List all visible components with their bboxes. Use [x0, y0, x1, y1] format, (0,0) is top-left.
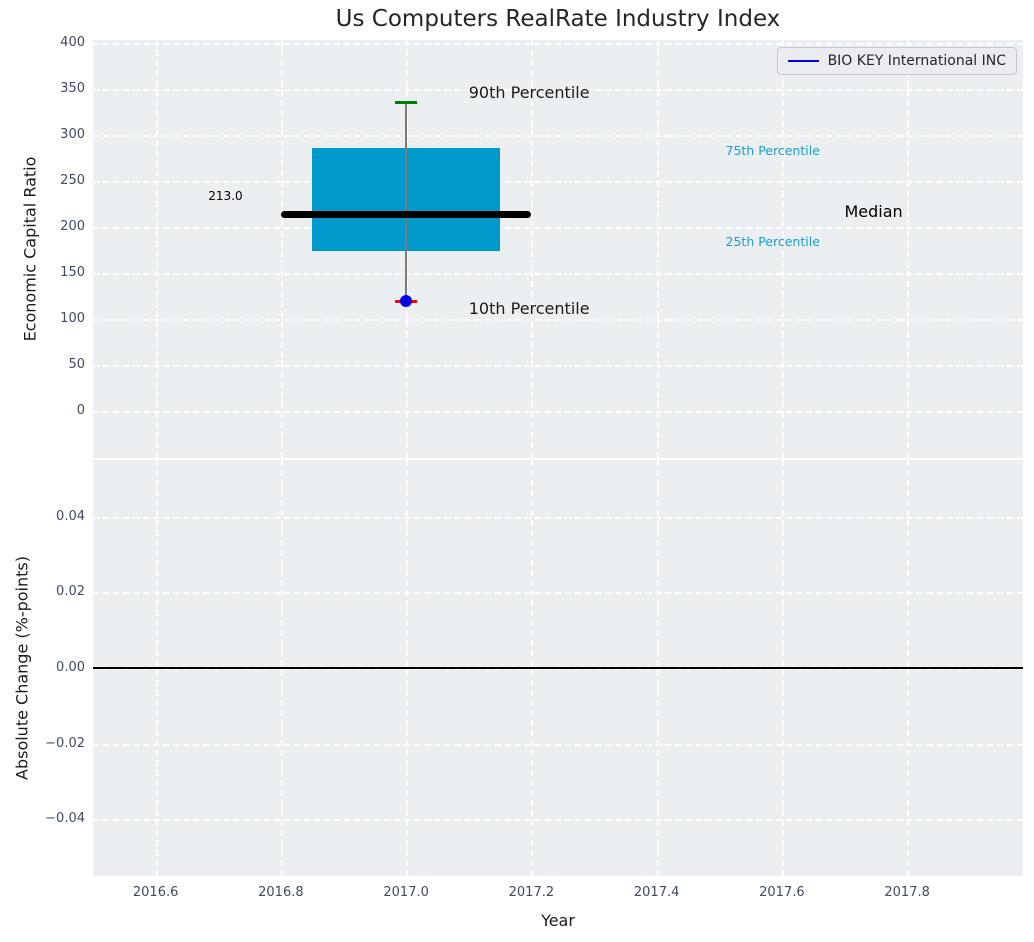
y-gridline	[93, 516, 1023, 519]
bottom-y-axis-label: Absolute Change (%-points)	[12, 556, 32, 780]
top-y-axis-label: Economic Capital Ratio	[20, 156, 40, 342]
x-axis-label: Year	[541, 911, 575, 930]
legend-line-swatch-icon	[787, 60, 819, 62]
y-gridline	[93, 88, 1023, 91]
x-gridline	[656, 40, 659, 458]
y-tick-label: 50	[68, 357, 85, 372]
y-gridline	[93, 819, 1023, 822]
y-tick-label: 350	[60, 80, 85, 96]
x-tick-label: 2017.6	[759, 885, 805, 900]
x-tick-label: 2017.0	[383, 885, 429, 900]
annotation-213-0: 213.0	[208, 188, 243, 203]
company-marker-dot	[400, 295, 413, 308]
y-gridline	[93, 272, 1023, 275]
y-tick-label: 0.04	[56, 508, 85, 524]
y-gridline	[93, 365, 1023, 367]
legend: BIO KEY International INC	[776, 47, 1017, 75]
x-tick-label: 2016.8	[258, 885, 304, 900]
x-gridline	[155, 40, 158, 458]
legend-series-label: BIO KEY International INC	[827, 53, 1006, 69]
x-tick-label: 2017.2	[508, 885, 555, 900]
y-gridline	[93, 668, 1023, 670]
boxplot-whisker	[405, 102, 407, 302]
y-gridline	[93, 226, 1023, 229]
x-tick-label: 2017.4	[633, 885, 680, 900]
y-gridline	[93, 592, 1023, 595]
annotation-75th-percentile: 75th Percentile	[725, 143, 820, 159]
chart-title: Us Computers RealRate Industry Index	[335, 6, 781, 32]
top-panel-plot-area	[93, 40, 1023, 458]
zero-line	[93, 667, 1023, 669]
annotation-90th-percentile: 90th Percentile	[468, 82, 590, 102]
x-tick-label: 2016.6	[132, 885, 179, 900]
y-tick-label: 400	[60, 34, 85, 50]
y-gridline	[93, 180, 1023, 183]
x-gridline	[907, 40, 910, 458]
y-gridline	[93, 743, 1023, 746]
annotation-median: Median	[844, 202, 903, 222]
x-gridline	[531, 40, 534, 458]
x-gridline	[781, 40, 784, 458]
y-tick-label: −0.02	[45, 735, 85, 751]
y-gridline	[93, 134, 1023, 137]
annotation-10th-percentile: 10th Percentile	[468, 299, 590, 319]
x-gridline	[280, 40, 283, 458]
y-gridline	[93, 318, 1023, 321]
y-tick-label: 0	[76, 403, 85, 419]
annotation-25th-percentile: 25th Percentile	[725, 233, 820, 249]
y-tick-label: 250	[60, 172, 85, 188]
y-gridline	[93, 42, 1023, 45]
y-tick-label: −0.04	[45, 811, 85, 827]
y-tick-label: 150	[60, 264, 85, 280]
x-tick-label: 2017.8	[884, 885, 930, 900]
y-tick-label: 0.02	[56, 584, 85, 600]
boxplot-median-line	[280, 211, 532, 219]
y-tick-label: 300	[60, 126, 85, 142]
boxplot-cap-90th	[394, 101, 418, 105]
y-tick-label: 200	[60, 218, 85, 234]
y-tick-label: 0.00	[56, 660, 85, 675]
y-gridline	[93, 411, 1023, 414]
y-tick-label: 100	[60, 310, 85, 326]
